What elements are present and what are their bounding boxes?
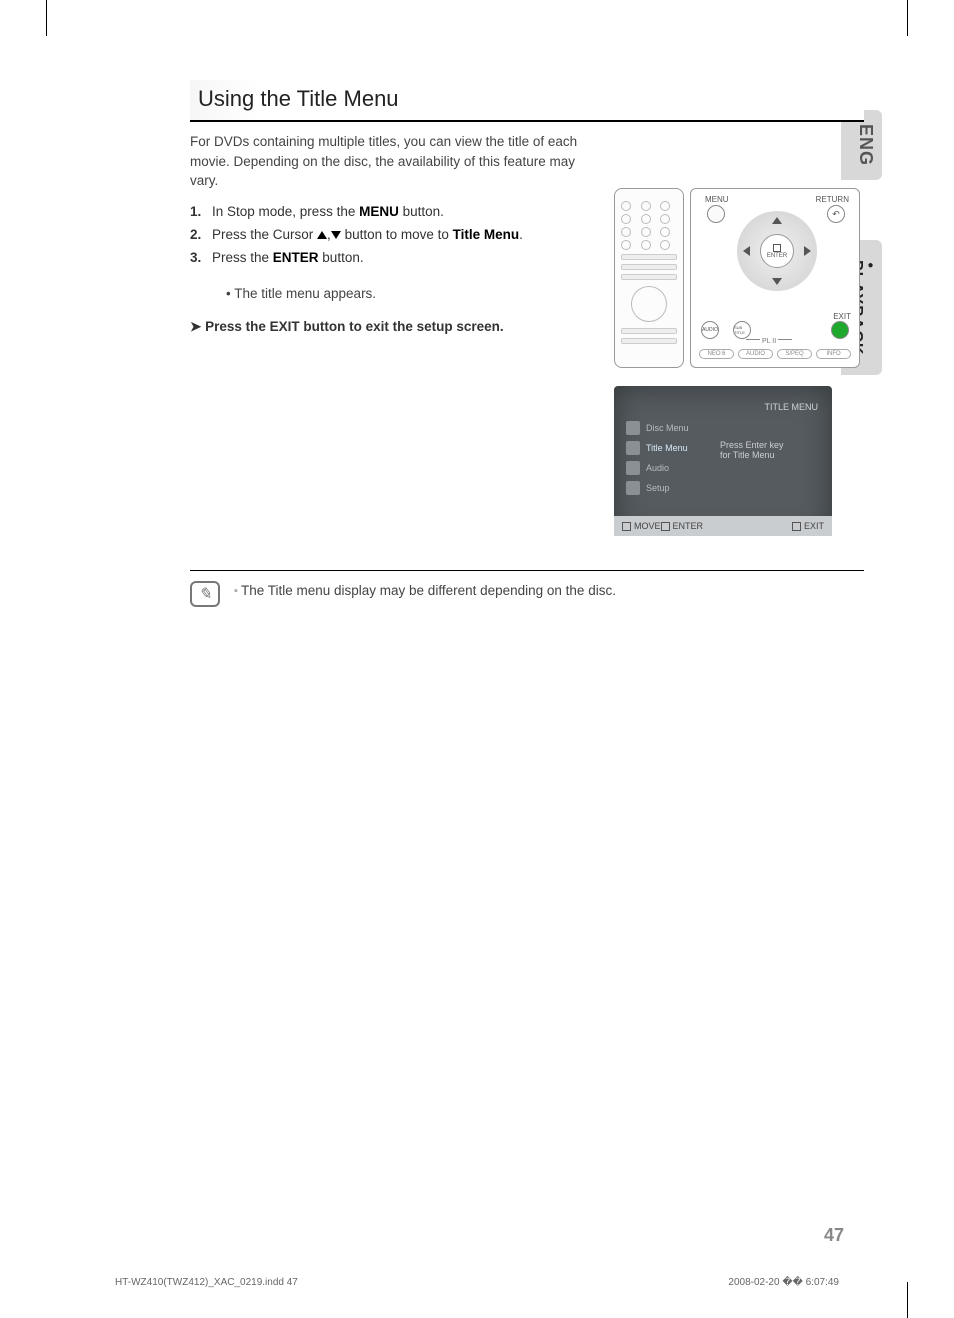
osd-item-audio: Audio [626,458,820,478]
step-3: 3. Press the ENTER button. [190,247,580,270]
dpad-down-icon [772,278,782,285]
cursor-up-icon [317,231,327,239]
osd-footer: MOVE ENTER EXIT [614,516,832,536]
exit-label: EXIT [833,312,851,321]
menu-label: MENU [705,195,729,204]
dpad-up-icon [772,217,782,224]
step-1: 1. In Stop mode, press the MENU button. [190,201,580,224]
note-text: The Title menu display may be different … [234,583,616,598]
audio-button-icon: AUDIO [701,321,719,339]
osd-item-disc-menu: Disc Menu [626,418,820,438]
main-text-column: For DVDs containing multiple titles, you… [190,132,580,335]
plii-label: PL II [746,338,792,345]
note-block: ✎ The Title menu display may be differen… [190,570,864,607]
note-icon: ✎ [190,581,220,607]
menu-button-icon [707,205,725,223]
subtitle-button-icon: SUB TITLE [733,321,751,339]
remote-dpad-detail: MENU RETURN EXIT ↶ ENTER AUDIO SUB TITLE… [690,188,860,368]
footer-meta: HT-WZ410(TWZ412)_XAC_0219.indd 47 2008-0… [115,1277,839,1288]
move-glyph-icon [622,522,631,531]
cursor-down-icon [331,231,341,239]
bottom-buttons-row: NEO:6 AUDIO S/PEQ INFO [699,349,851,359]
step-2: 2. Press the Cursor , button to move to … [190,224,580,247]
remote-full-icon [614,188,684,368]
footer-right: 2008-02-20 �� 6:07:49 [728,1277,839,1288]
intro-paragraph: For DVDs containing multiple titles, you… [190,132,580,191]
page-number: 47 [824,1225,844,1246]
remote-figures: MENU RETURN EXIT ↶ ENTER AUDIO SUB TITLE… [614,188,864,368]
return-button-icon: ↶ [827,205,845,223]
exit-button-icon [831,321,849,339]
enter-glyph-icon [661,522,670,531]
note-separator [190,570,864,571]
enter-button-icon: ENTER [760,234,794,268]
crop-mark [46,0,47,36]
footer-left: HT-WZ410(TWZ412)_XAC_0219.indd 47 [115,1277,298,1288]
step-3-sub: • The title menu appears. [190,286,580,301]
exit-instruction: Press the EXIT button to exit the setup … [190,319,580,335]
crop-mark [907,0,908,36]
osd-screenshot: TITLE MENU Disc Menu Title Menu Audio Se… [614,386,832,536]
crop-mark [907,1282,908,1318]
illustrations-column: MENU RETURN EXIT ↶ ENTER AUDIO SUB TITLE… [614,188,864,536]
dpad-left-icon [743,246,750,256]
steps-list: 1. In Stop mode, press the MENU button. … [190,201,580,270]
dpad-right-icon [804,246,811,256]
section-title: Using the Title Menu [190,80,864,122]
osd-hint: Press Enter key for Title Menu [720,440,812,460]
exit-glyph-icon [792,522,801,531]
dpad-icon: ENTER [737,211,817,291]
osd-right-label: TITLE MENU [764,402,818,412]
return-label: RETURN [816,195,849,204]
page-content: Using the Title Menu For DVDs containing… [190,80,864,335]
osd-item-setup: Setup [626,478,820,498]
